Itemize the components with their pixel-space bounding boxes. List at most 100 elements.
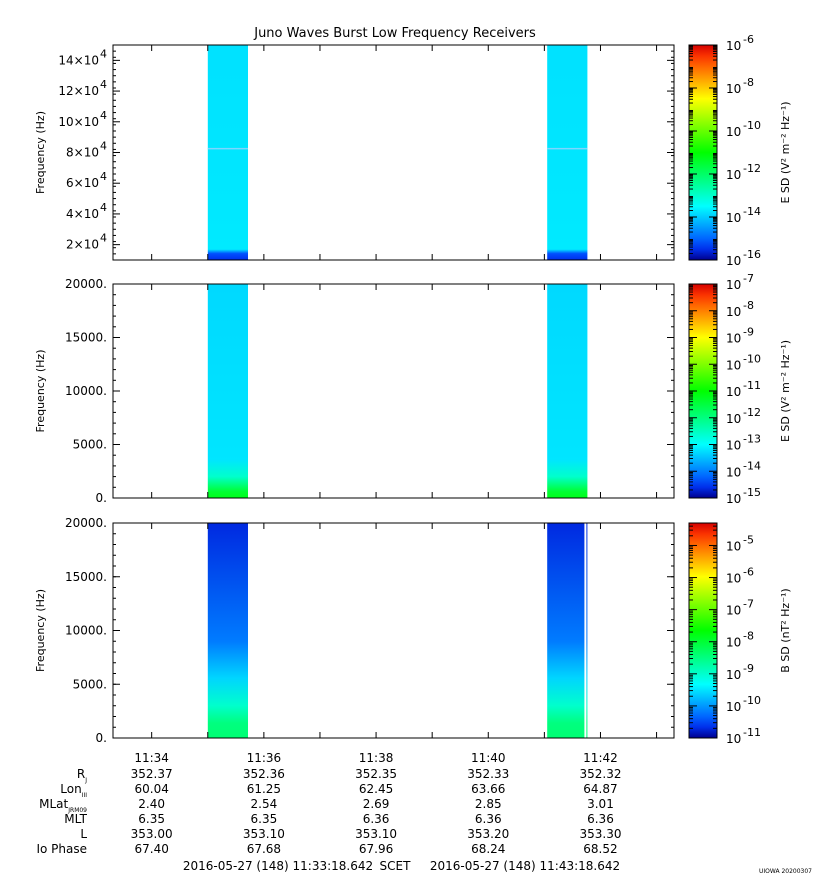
colorbar-tick-exponent: -14 [743, 205, 761, 218]
time-tick-label: 11:34 [134, 751, 169, 765]
burst-1 [207, 523, 248, 738]
burst-2 [547, 45, 588, 260]
colorbar-tick-label: 10 [726, 439, 741, 453]
y-tick-label: 14×10 [58, 53, 99, 67]
ephemeris-value: 2.69 [363, 797, 390, 811]
ephemeris-label-subscript: JRM09 [67, 807, 87, 814]
colorbar-tick-exponent: -8 [743, 630, 754, 643]
colorbar-label: B SD (nT² Hz⁻¹) [779, 588, 792, 672]
ephemeris-value: 2.40 [138, 797, 165, 811]
y-tick-label: 15000. [65, 331, 107, 345]
burst-2 [547, 284, 588, 498]
colorbar-tick-label: 10 [726, 358, 741, 372]
ephemeris-label-text: MLT [64, 812, 87, 826]
y-tick-label: 4×10 [66, 207, 99, 221]
plot-frame [112, 283, 675, 499]
ephemeris-value: 60.04 [134, 782, 168, 796]
burst-1 [207, 284, 248, 498]
y-axis-label: Frequency (Hz) [34, 111, 47, 194]
colorbar-tick-exponent: -6 [743, 33, 754, 46]
ephemeris-value: 6.36 [363, 812, 390, 826]
ephemeris-value: 6.36 [587, 812, 614, 826]
panel-bottom: 0. 5000. 10000. 15000. 20000. Frequency (Hz) 1… [34, 516, 792, 746]
start-time: 2016-05-27 (148) 11:33:18.642 [183, 859, 373, 873]
burst-1 [207, 45, 248, 260]
y-tick-label: 10000. [65, 384, 107, 398]
colorbar-tick-exponent: -8 [743, 76, 754, 89]
y-tick-exponent: 4 [100, 109, 107, 122]
time-axis: 11:34 11:36 11:38 11:40 11:42 [134, 751, 617, 765]
ephemeris-value: 353.10 [355, 827, 397, 841]
ephemeris-value: 352.32 [579, 767, 621, 781]
colorbar-tick-label: 10 [726, 412, 741, 426]
ephemeris-label: L [80, 827, 87, 841]
colorbar-tick-exponent: -8 [743, 299, 754, 312]
colorbar-tick-label: 10 [726, 211, 741, 225]
colorbar-tick-exponent: -11 [743, 726, 761, 739]
data-gap [584, 523, 587, 738]
ephemeris-value: 6.36 [475, 812, 502, 826]
colorbar-tick-exponent: -12 [743, 162, 761, 175]
time-tick-label: 11:40 [471, 751, 506, 765]
ephemeris-value: 67.40 [134, 842, 168, 856]
panel-top: 2×10 44×10 46×10 48×10 410×10 412×10 414×10 4Fr… [34, 33, 792, 268]
ephemeris-value: 353.20 [467, 827, 509, 841]
ephemeris-value: 353.30 [579, 827, 621, 841]
colorbar-tick-label: 10 [726, 254, 741, 268]
colorbar-tick-label: 10 [726, 668, 741, 682]
ephemeris-value: 352.35 [355, 767, 397, 781]
ephemeris-label: Io Phase [36, 842, 87, 856]
colorbar-tick-label: 10 [726, 332, 741, 346]
interference-line [207, 147, 248, 150]
colorbar-label: E SD (V² m⁻² Hz⁻¹) [779, 340, 792, 442]
ephemeris-value: 68.24 [471, 842, 505, 856]
colorbar-tick-label: 10 [726, 604, 741, 618]
colorbar [688, 522, 718, 739]
ephemeris-label: MLatJRM09 [39, 797, 87, 814]
y-tick-label: 10×10 [58, 115, 99, 129]
y-tick-label: 12×10 [58, 84, 99, 98]
colorbar-tick-exponent: -6 [743, 566, 754, 579]
y-tick-label: 0. [96, 731, 107, 745]
ephemeris-value: 2.54 [251, 797, 278, 811]
chart-title: Juno Waves Burst Low Frequency Receivers [253, 26, 536, 41]
plot-frame [112, 44, 675, 261]
y-tick-label: 6×10 [66, 176, 99, 190]
scet-label: SCET [380, 859, 412, 873]
colorbar [688, 44, 718, 261]
ephemeris-value: 352.36 [243, 767, 285, 781]
y-tick-label: 0. [96, 491, 107, 505]
ephemeris-label: LonIII [60, 782, 87, 799]
plot-frame [112, 522, 675, 739]
y-axis-label: Frequency (Hz) [34, 350, 47, 433]
colorbar-tick-exponent: -15 [743, 486, 761, 499]
y-tick-exponent: 4 [100, 201, 107, 214]
colorbar-tick-exponent: -10 [743, 694, 761, 707]
ephemeris-value: 352.33 [467, 767, 509, 781]
ephemeris-label-text: Lon [60, 782, 81, 796]
y-tick-label: 5000. [73, 438, 107, 452]
interference-line [547, 147, 588, 150]
ephemeris-value: 63.66 [471, 782, 505, 796]
colorbar-tick-exponent: -5 [743, 533, 754, 546]
time-tick-label: 11:38 [359, 751, 394, 765]
time-tick-label: 11:36 [247, 751, 282, 765]
colorbar-tick-exponent: -10 [743, 119, 761, 132]
colorbar-tick-label: 10 [726, 732, 741, 746]
ephemeris-label-text: R [77, 767, 85, 781]
ephemeris-value: 67.96 [359, 842, 393, 856]
colorbar-tick-label: 10 [726, 636, 741, 650]
colorbar-tick-label: 10 [726, 539, 741, 553]
ephemeris-value: 67.68 [247, 842, 281, 856]
colorbar-tick-label: 10 [726, 385, 741, 399]
ephemeris-value: 62.45 [359, 782, 393, 796]
colorbar-tick-exponent: -14 [743, 459, 761, 472]
spectrogram-panels: 2×10 44×10 46×10 48×10 410×10 412×10 414×10 4Fr… [34, 33, 792, 746]
y-tick-label: 20000. [65, 516, 107, 530]
y-tick-label: 2×10 [66, 238, 99, 252]
colorbar-tick-label: 10 [726, 305, 741, 319]
colorbar-tick-label: 10 [726, 492, 741, 506]
ephemeris-value: 6.35 [251, 812, 278, 826]
colorbar-tick-label: 10 [726, 572, 741, 586]
